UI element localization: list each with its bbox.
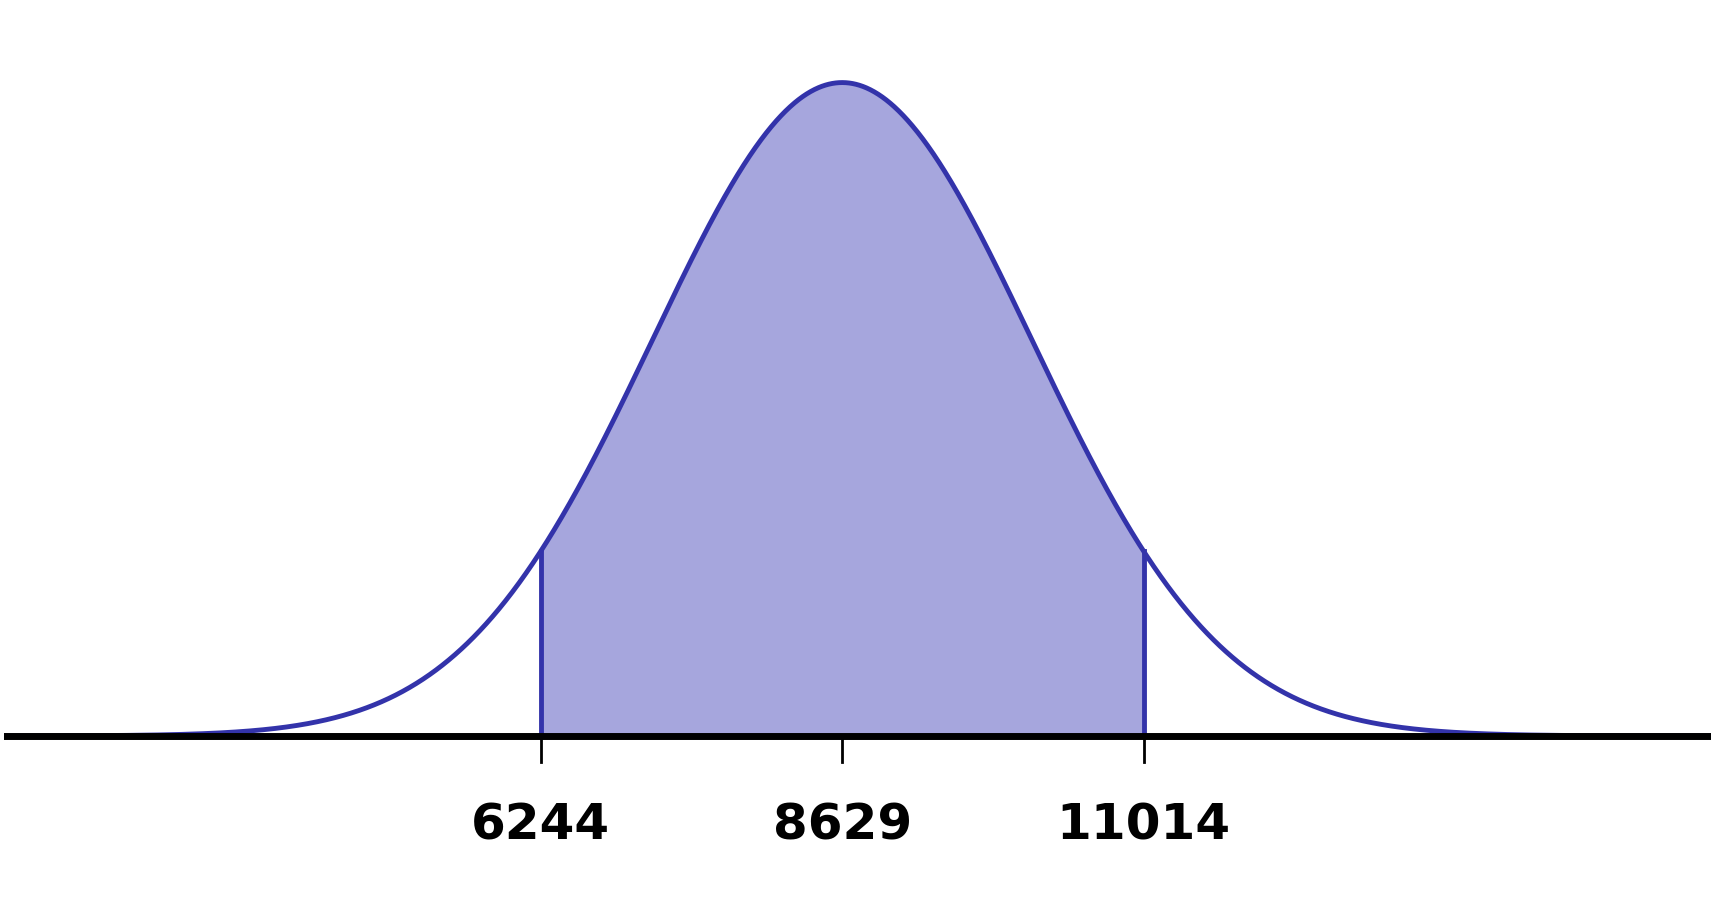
Text: 6244: 6244 [471,801,610,849]
Text: 11014: 11014 [1056,801,1231,849]
Text: 8629: 8629 [771,801,912,849]
